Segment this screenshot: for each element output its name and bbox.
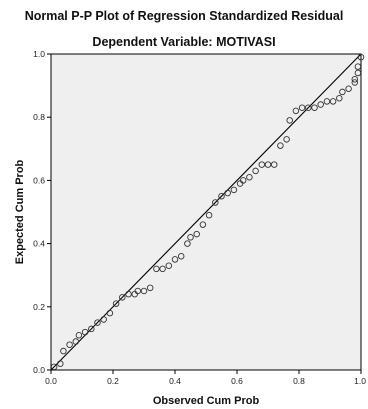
data-point xyxy=(270,161,278,168)
data-point xyxy=(100,316,107,323)
data-point xyxy=(88,325,95,333)
data-point xyxy=(305,104,312,111)
data-point xyxy=(277,142,284,149)
data-point xyxy=(212,199,219,206)
axis-ticks: 0.0 0.2 0.4 0.6 0.8 1.0 0.0 0.2 0.4 0.6 0.8 1.0 xyxy=(33,49,366,386)
data-point xyxy=(66,341,73,348)
y-tick-label: 1.0 xyxy=(33,49,45,59)
y-tick-label: 0.2 xyxy=(33,302,45,312)
data-point xyxy=(205,211,213,219)
data-point xyxy=(134,287,142,295)
data-point xyxy=(199,221,207,228)
y-tick-label: 0.6 xyxy=(33,175,45,185)
chart-subtitle: Dependent Variable: MOTIVASI xyxy=(92,35,275,49)
data-point xyxy=(94,319,101,326)
x-tick-label: 0.6 xyxy=(231,376,243,386)
data-point xyxy=(336,94,343,102)
data-point xyxy=(351,79,359,86)
data-point xyxy=(106,309,114,317)
data-point xyxy=(159,265,166,273)
data-point xyxy=(298,104,306,111)
data-point xyxy=(125,290,132,298)
data-point xyxy=(339,88,346,96)
data-point xyxy=(153,265,160,273)
data-point xyxy=(354,69,362,77)
data-point xyxy=(187,234,194,241)
y-tick-label: 0.8 xyxy=(33,112,45,122)
data-point xyxy=(50,363,58,371)
data-point xyxy=(317,101,324,108)
data-point xyxy=(357,53,365,61)
data-point xyxy=(140,287,148,295)
data-point xyxy=(354,63,362,70)
x-tick-label: 0.8 xyxy=(293,376,305,386)
data-point xyxy=(57,360,64,367)
data-point xyxy=(239,177,247,184)
data-point xyxy=(165,262,173,269)
x-tick-label: 1.0 xyxy=(354,376,366,386)
data-point xyxy=(246,173,253,181)
x-tick-label: 0.4 xyxy=(169,376,181,386)
data-point xyxy=(258,161,266,168)
y-tick-label: 0.4 xyxy=(33,239,45,249)
y-tick-label: 0.0 xyxy=(33,365,45,375)
data-point xyxy=(60,347,67,355)
data-point xyxy=(112,300,120,307)
x-axis-label: Observed Cum Prob xyxy=(153,395,260,407)
data-point xyxy=(283,136,290,143)
data-point xyxy=(72,338,80,345)
data-point xyxy=(252,167,259,175)
data-point xyxy=(345,85,352,93)
reference-line xyxy=(50,53,362,371)
data-point xyxy=(184,240,191,247)
data-point xyxy=(264,161,272,168)
data-point xyxy=(193,230,200,238)
data-point xyxy=(177,252,185,260)
chart-title: Normal P-P Plot of Regression Standardiz… xyxy=(25,9,344,23)
data-points xyxy=(50,53,365,371)
x-tick-label: 0.2 xyxy=(107,376,119,386)
data-point xyxy=(119,294,126,301)
data-point xyxy=(292,107,300,115)
data-point xyxy=(146,284,154,292)
data-point xyxy=(329,98,337,105)
data-point xyxy=(171,256,179,263)
data-point xyxy=(351,76,359,83)
x-tick-label: 0.0 xyxy=(45,376,57,386)
data-point xyxy=(218,192,225,200)
data-point xyxy=(81,328,89,336)
data-point xyxy=(311,104,318,111)
data-point xyxy=(286,117,293,124)
y-axis-label: Expected Cum Prob xyxy=(14,159,26,264)
data-point xyxy=(230,186,238,194)
data-point xyxy=(224,189,231,197)
data-point xyxy=(323,98,331,105)
data-point xyxy=(75,331,83,339)
